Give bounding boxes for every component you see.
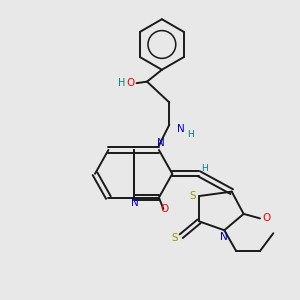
Text: H: H — [201, 164, 208, 173]
Text: S: S — [171, 233, 178, 243]
Text: H: H — [187, 130, 194, 139]
Text: N: N — [157, 139, 164, 148]
Text: N: N — [177, 124, 185, 134]
Text: O: O — [262, 213, 271, 224]
Text: O: O — [161, 204, 169, 214]
Text: S: S — [189, 191, 196, 201]
Text: O: O — [127, 78, 135, 88]
Text: N: N — [220, 232, 228, 242]
Text: H: H — [118, 78, 125, 88]
Text: N: N — [131, 199, 138, 208]
